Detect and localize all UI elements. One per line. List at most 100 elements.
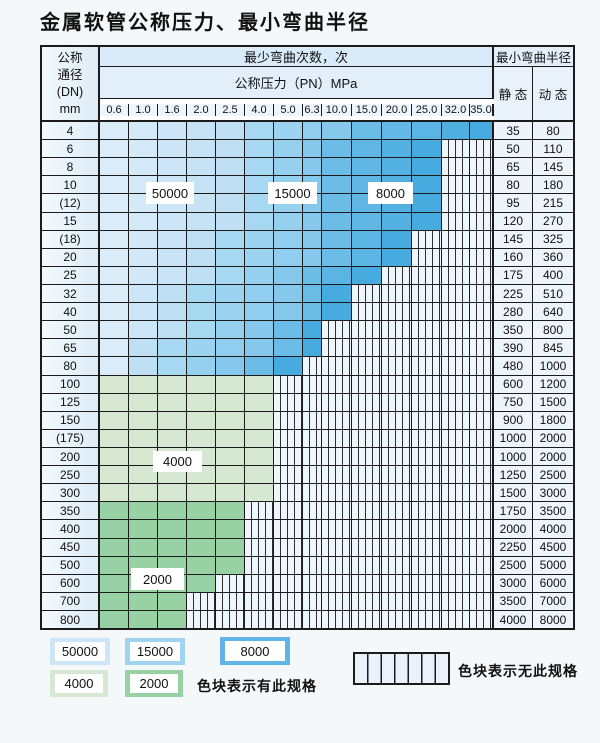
pressure-cell bbox=[216, 538, 245, 556]
pressure-cell bbox=[245, 339, 274, 357]
pressure-cell bbox=[187, 429, 216, 447]
pressure-cell bbox=[187, 592, 216, 610]
pressure-value-cell: 2.5 bbox=[216, 103, 245, 116]
bend-radius-header: 最小弯曲半径 bbox=[494, 47, 573, 67]
pressure-cell bbox=[303, 574, 322, 592]
pressure-cell bbox=[100, 484, 129, 502]
pressure-cell bbox=[303, 502, 322, 520]
pressure-cell bbox=[442, 248, 470, 266]
static-cell: 1000 bbox=[494, 429, 533, 447]
pressure-cell bbox=[442, 212, 470, 230]
pressure-cell bbox=[100, 339, 129, 357]
pressure-cell bbox=[382, 502, 412, 520]
static-cell: 120 bbox=[494, 212, 533, 230]
pressure-cell bbox=[352, 158, 382, 176]
pressure-cell bbox=[187, 538, 216, 556]
dynamic-cell: 6000 bbox=[533, 574, 573, 592]
dn-cell: 65 bbox=[42, 339, 100, 357]
pressure-cell bbox=[187, 574, 216, 592]
pressure-cell bbox=[382, 357, 412, 375]
table-row: 65 390 845 bbox=[42, 339, 573, 358]
pressure-cell bbox=[245, 303, 274, 321]
static-cell: 95 bbox=[494, 194, 533, 212]
pressure-cell bbox=[322, 556, 352, 574]
pressure-cell bbox=[322, 610, 352, 629]
pressure-cell bbox=[158, 339, 187, 357]
pressure-cell bbox=[470, 357, 494, 375]
pressure-cell bbox=[303, 140, 322, 158]
pressure-cell bbox=[303, 447, 322, 466]
pressure-cell bbox=[352, 447, 382, 466]
pressure-cell bbox=[382, 484, 412, 502]
pressure-cell bbox=[442, 194, 470, 212]
static-cell: 350 bbox=[494, 321, 533, 339]
pressure-cell bbox=[322, 176, 352, 194]
dn-cell: 125 bbox=[42, 393, 100, 411]
pressure-cell bbox=[352, 303, 382, 321]
pressure-cell bbox=[100, 212, 129, 230]
pressure-cell bbox=[245, 556, 274, 574]
pressure-cell bbox=[100, 520, 129, 538]
pressure-cell bbox=[303, 592, 322, 610]
pressure-cell bbox=[382, 466, 412, 484]
pressure-cell bbox=[412, 321, 442, 339]
pressure-cell bbox=[442, 339, 470, 357]
dynamic-cell: 845 bbox=[533, 339, 573, 357]
pressure-cell bbox=[129, 466, 158, 484]
pressure-cell bbox=[382, 284, 412, 303]
pressure-cell bbox=[158, 429, 187, 447]
pressure-cell bbox=[382, 230, 412, 248]
dynamic-cell: 1000 bbox=[533, 357, 573, 375]
pressure-cell bbox=[129, 284, 158, 303]
pressure-cell bbox=[274, 284, 303, 303]
dn-cell: 800 bbox=[42, 610, 100, 629]
legend-hatch-block bbox=[353, 652, 450, 685]
pressure-cell bbox=[382, 339, 412, 357]
table-row: 300 1500 3000 bbox=[42, 484, 573, 503]
pressure-cell bbox=[187, 284, 216, 303]
pressure-cell bbox=[470, 212, 494, 230]
pressure-cell bbox=[245, 321, 274, 339]
cycle-count-label: 15000 bbox=[268, 182, 317, 204]
pressure-value-cell: 20.0 bbox=[382, 103, 412, 116]
pressure-cell bbox=[303, 429, 322, 447]
pressure-cell bbox=[442, 122, 470, 140]
dn-cell: 15 bbox=[42, 212, 100, 230]
table-row: 4 35 80 bbox=[42, 122, 573, 141]
pressure-cell bbox=[470, 520, 494, 538]
pressure-cell bbox=[216, 140, 245, 158]
pressure-cell bbox=[245, 520, 274, 538]
dynamic-cell: 3500 bbox=[533, 502, 573, 520]
pressure-cell bbox=[382, 393, 412, 411]
pressure-cell bbox=[412, 230, 442, 248]
table-row: 400 2000 4000 bbox=[42, 520, 573, 539]
table-row: (175) 1000 2000 bbox=[42, 429, 573, 448]
dn-cell: 300 bbox=[42, 484, 100, 502]
pressure-cell bbox=[274, 122, 303, 140]
dn-cell: 200 bbox=[42, 447, 100, 466]
pressure-cell bbox=[158, 266, 187, 284]
dn-cell: 6 bbox=[42, 140, 100, 158]
pressure-cell bbox=[187, 357, 216, 375]
dynamic-cell: 215 bbox=[533, 194, 573, 212]
cycle-count-label: 4000 bbox=[153, 451, 202, 472]
pressure-cell bbox=[274, 610, 303, 629]
pressure-cell bbox=[303, 610, 322, 629]
legend-color-block: 15000 bbox=[125, 638, 185, 665]
pressure-cell bbox=[216, 429, 245, 447]
pressure-cell bbox=[274, 447, 303, 466]
pressure-cell bbox=[303, 393, 322, 411]
pressure-cell bbox=[187, 321, 216, 339]
corner-line: 通径 bbox=[57, 67, 83, 82]
pressure-cell bbox=[470, 411, 494, 429]
pressure-cell bbox=[303, 538, 322, 556]
pressure-cell bbox=[470, 556, 494, 574]
pressure-cell bbox=[470, 466, 494, 484]
pressure-cell bbox=[412, 393, 442, 411]
pressure-cell bbox=[382, 212, 412, 230]
pressure-cell bbox=[158, 610, 187, 629]
dn-cell: 8 bbox=[42, 158, 100, 176]
static-cell: 750 bbox=[494, 393, 533, 411]
pressure-cell bbox=[274, 592, 303, 610]
table-row: 600 3000 6000 bbox=[42, 574, 573, 593]
